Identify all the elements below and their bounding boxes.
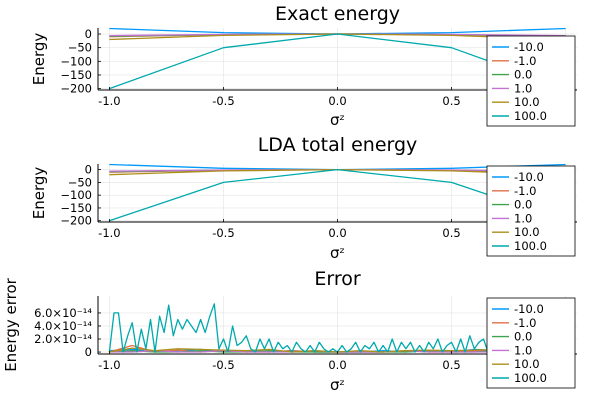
y-tick-label: 0 — [85, 27, 92, 41]
legend-label: 10.0 — [514, 95, 540, 109]
legend-label: 1.0 — [514, 343, 532, 357]
x-tick-label: -0.5 — [212, 226, 234, 240]
y-tick-label: 0 — [85, 163, 92, 177]
x-tick-label: -0.5 — [212, 94, 234, 108]
legend-label: -10.0 — [514, 40, 544, 54]
legend-label: 1.0 — [514, 81, 532, 95]
y-axis-label: Energy error — [2, 277, 20, 371]
chart-title: Exact energy — [275, 3, 400, 25]
legend-label: -10.0 — [514, 302, 544, 316]
y-tick-label: −50 — [68, 175, 92, 189]
legend-label: 10.0 — [514, 357, 540, 371]
legend-label: -1.0 — [514, 316, 536, 330]
y-tick-label: −100 — [60, 188, 92, 202]
legend-label: 100.0 — [514, 371, 547, 385]
legend-box — [486, 297, 576, 389]
x-tick-label: -0.5 — [212, 358, 234, 372]
legend-label: 1.0 — [514, 211, 532, 225]
legend-label: 0.0 — [514, 330, 532, 344]
y-tick-label: −150 — [60, 201, 92, 215]
chart-title: Error — [314, 268, 361, 290]
x-tick-label: -1.0 — [98, 94, 120, 108]
y-tick-label: 6.0×10⁻¹⁴ — [34, 306, 92, 320]
legend-label: -1.0 — [514, 184, 536, 198]
legend-box — [486, 35, 576, 127]
y-tick-label: 0 — [85, 345, 92, 359]
x-tick-label: 0.0 — [328, 358, 346, 372]
x-tick-label: 0.5 — [442, 226, 460, 240]
x-tick-label: 0.5 — [442, 358, 460, 372]
y-tick-label: 4.0×10⁻¹⁴ — [34, 319, 92, 333]
x-tick-label: 0.0 — [328, 94, 346, 108]
legend-label: -10.0 — [514, 170, 544, 184]
x-axis-label: σᶻ — [330, 111, 345, 129]
x-tick-label: -1.0 — [98, 226, 120, 240]
legend-label: 100.0 — [514, 239, 547, 253]
y-tick-label: −200 — [60, 214, 92, 228]
x-tick-label: 0.5 — [442, 94, 460, 108]
x-axis-label: σᶻ — [330, 376, 345, 394]
y-tick-label: −50 — [68, 41, 92, 55]
legend-label: 0.0 — [514, 68, 532, 82]
x-axis-label: σᶻ — [330, 244, 345, 262]
x-tick-label: 0.0 — [328, 226, 346, 240]
y-axis-label: Energy — [30, 33, 48, 86]
y-tick-label: 2.0×10⁻¹⁴ — [34, 332, 92, 346]
y-axis-label: Energy — [30, 167, 48, 220]
legend-label: -1.0 — [514, 54, 536, 68]
y-tick-label: −150 — [60, 68, 92, 82]
chart-title: LDA total energy — [258, 134, 418, 156]
legend-label: 100.0 — [514, 109, 547, 123]
y-tick-label: −100 — [60, 54, 92, 68]
x-tick-label: -1.0 — [98, 358, 120, 372]
legend-box — [486, 165, 576, 257]
legend-label: 0.0 — [514, 198, 532, 212]
y-tick-label: −200 — [60, 82, 92, 96]
legend-label: 10.0 — [514, 225, 540, 239]
